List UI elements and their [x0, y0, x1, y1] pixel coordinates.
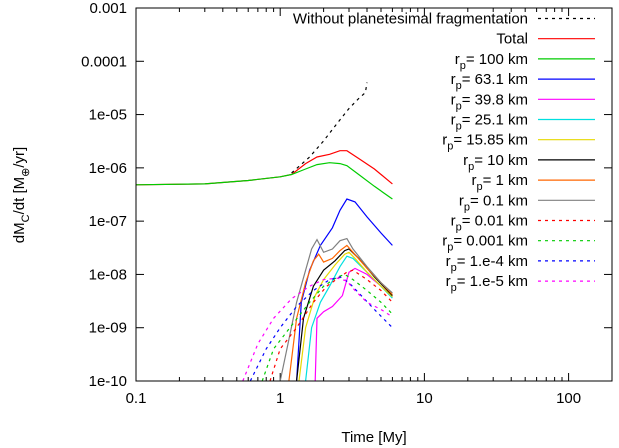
legend-rp-symbol: r: [471, 172, 476, 189]
series-line: [249, 276, 393, 381]
x-tick-label: 10: [416, 390, 433, 407]
legend-rp-symbol: r: [442, 233, 447, 250]
x-tick-label: 0.1: [126, 390, 147, 407]
legend-rp-value: = 10 km: [474, 152, 528, 169]
legend-rp-value: = 25.1 km: [462, 112, 528, 129]
series-line: [242, 277, 393, 381]
y-axis-label-tail: /yr]: [11, 147, 28, 168]
y-tick-label: 1e-06: [89, 160, 127, 177]
legend-rp-value: = 100 km: [466, 51, 528, 68]
series-line: [279, 237, 393, 381]
legend-rp-symbol: r: [446, 253, 451, 270]
legend-rp-value: = 15.85 km: [453, 132, 528, 149]
y-tick-label: 1e-08: [89, 266, 127, 283]
y-axis-label-mid: /dt [M: [11, 177, 28, 215]
series-line: [269, 269, 393, 381]
y-tick-label: 1e-05: [89, 107, 127, 124]
legend-rp-subscript: p: [451, 262, 457, 274]
legend-rp-value: = 63.1 km: [462, 71, 528, 88]
legend-entry-label: rp= 0.001 km: [442, 233, 528, 254]
legend-entry-label: rp= 100 km: [455, 51, 528, 72]
series-line: [136, 162, 393, 200]
legend-rp-value: = 0.1 km: [470, 192, 528, 209]
legend-rp-value: = 0.01 km: [462, 213, 528, 230]
legend-rp-subscript: p: [456, 100, 462, 112]
legend-entry-label: rp= 15.85 km: [442, 132, 528, 153]
legend-entry-label: rp= 1.e-4 km: [446, 253, 528, 274]
legend-rp-symbol: r: [451, 112, 456, 129]
legend-rp-symbol: r: [459, 192, 464, 209]
legend-entry-label: rp= 0.01 km: [451, 213, 528, 234]
legend-rp-subscript: p: [476, 181, 482, 193]
legend-rp-symbol: r: [451, 213, 456, 230]
y-tick-label: 1e-10: [89, 373, 127, 390]
legend-rp-value: = 1.e-5 km: [457, 273, 528, 290]
legend-rp-symbol: r: [446, 273, 451, 290]
legend-rp-subscript: p: [460, 60, 466, 72]
legend-rp-value: = 1 km: [483, 172, 528, 189]
legend-rp-subscript: p: [447, 242, 453, 254]
series-line: [136, 150, 393, 186]
legend-entry-label: Without planetesimal fragmentation: [293, 11, 528, 28]
legend-entry-label: rp= 10 km: [463, 152, 528, 173]
legend-entry-label: rp= 63.1 km: [451, 71, 528, 92]
series-line: [298, 251, 393, 381]
legend-rp-symbol: r: [463, 152, 468, 169]
legend-rp-subscript: p: [451, 282, 457, 294]
legend-rp-subscript: p: [468, 161, 474, 173]
plot-series: [136, 82, 393, 381]
y-axis-label-base: dM: [11, 222, 28, 243]
legend-entry-label: Total: [496, 31, 528, 48]
legend-rp-subscript: p: [456, 80, 462, 92]
series-line: [288, 244, 393, 381]
y-axis-label-sub: C: [20, 214, 32, 222]
y-axis-label-sub2: ⊕: [20, 168, 32, 177]
legend-rp-value: = 39.8 km: [462, 91, 528, 108]
legend-entry-label: rp= 39.8 km: [451, 91, 528, 112]
plot-frame: [135, 7, 613, 382]
series-line: [314, 267, 393, 381]
legend-rp-symbol: r: [455, 51, 460, 68]
legend-entry-label: rp= 1 km: [471, 172, 528, 193]
x-axis-label: Time [My]: [341, 429, 406, 446]
x-tick-label: 1: [276, 390, 284, 407]
axis-ticks: 0.1 1 10 100 1e-10 1e-09 1e-08 1e-07 1e-06 1e-05 0…: [81, 0, 613, 407]
y-tick-label: 0.001: [89, 0, 127, 17]
y-tick-label: 0.0001: [81, 53, 127, 70]
legend-rp-subscript: p: [447, 141, 453, 153]
legend-rp-subscript: p: [464, 201, 470, 213]
legend-rp-symbol: r: [442, 132, 447, 149]
y-tick-label: 1e-09: [89, 320, 127, 337]
legend: Without planetesimal fragmentation Total r…: [293, 11, 595, 294]
legend-rp-subscript: p: [456, 222, 462, 234]
legend-entry-label: rp= 0.1 km: [459, 192, 528, 213]
y-tick-label: 1e-07: [89, 213, 127, 230]
y-axis-label: dMC/dt [M⊕/yr]: [11, 147, 32, 243]
legend-rp-subscript: p: [456, 121, 462, 133]
legend-rp-symbol: r: [451, 71, 456, 88]
legend-rp-value: = 1.e-4 km: [457, 253, 528, 270]
legend-entry-label: rp= 1.e-5 km: [446, 273, 528, 294]
legend-rp-value: = 0.001 km: [453, 233, 528, 250]
x-tick-label: 100: [556, 390, 581, 407]
legend-rp-symbol: r: [451, 91, 456, 108]
series-line: [291, 82, 368, 174]
legend-entry-label: rp= 25.1 km: [451, 112, 528, 133]
series-line: [305, 255, 393, 381]
